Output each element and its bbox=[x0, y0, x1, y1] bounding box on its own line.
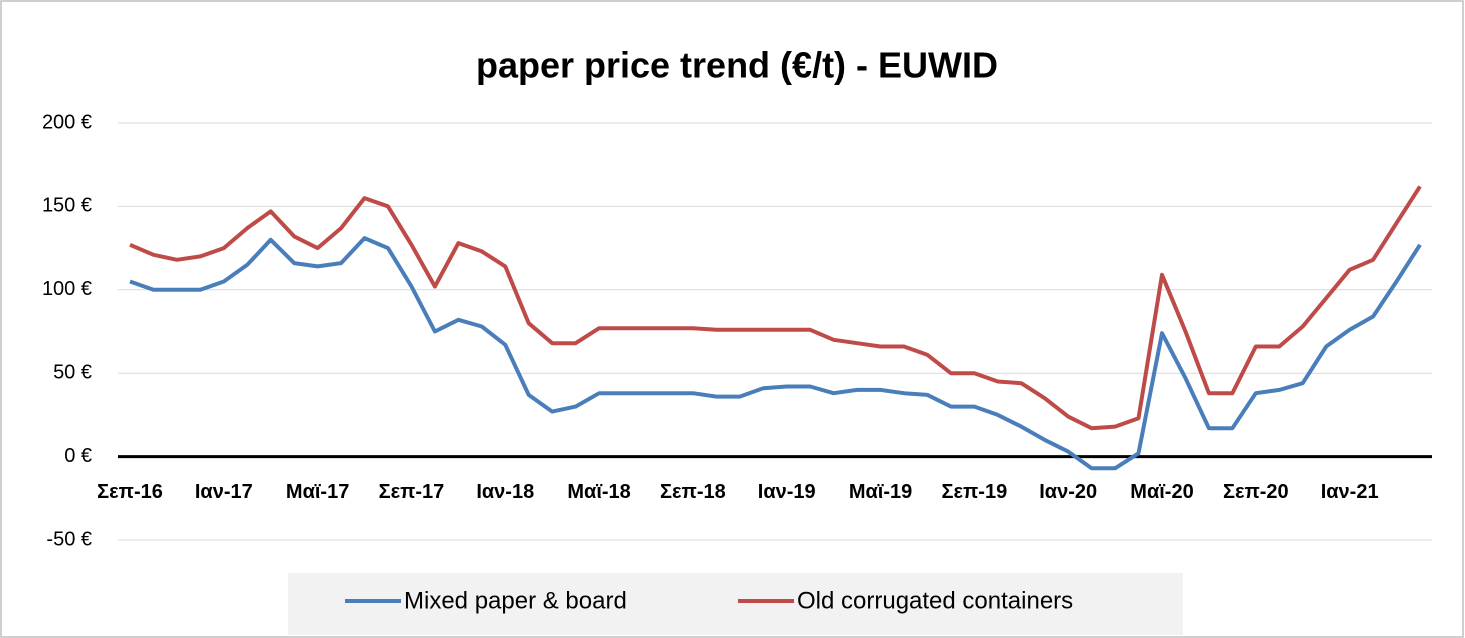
x-tick-label: Σεπ-17 bbox=[379, 481, 445, 503]
y-tick-label: 50 € bbox=[53, 361, 92, 383]
x-tick-label: Ιαν-18 bbox=[476, 481, 534, 503]
series-line bbox=[129, 185, 1422, 431]
x-tick-label: Ιαν-19 bbox=[758, 481, 816, 503]
y-tick-label: 200 € bbox=[42, 111, 92, 133]
x-tick-label: Σεπ-19 bbox=[942, 481, 1008, 503]
y-tick-label: -50 € bbox=[46, 528, 92, 550]
x-tick-label: Σεπ-18 bbox=[660, 481, 726, 503]
legend-box bbox=[288, 573, 1183, 635]
y-tick-label: 100 € bbox=[42, 278, 92, 300]
legend-label: Old corrugated containers bbox=[797, 587, 1073, 614]
x-tick-label: Μαϊ-19 bbox=[849, 481, 912, 503]
x-tick-label: Ιαν-17 bbox=[195, 481, 253, 503]
x-tick-label: Ιαν-20 bbox=[1039, 481, 1097, 503]
x-tick-label: Μαϊ-20 bbox=[1130, 481, 1193, 503]
x-tick-label: Ιαν-21 bbox=[1321, 481, 1379, 503]
legend-label: Mixed paper & board bbox=[404, 587, 627, 614]
y-tick-label: 150 € bbox=[42, 195, 92, 217]
x-tick-label: Μαϊ-17 bbox=[286, 481, 349, 503]
series-line bbox=[129, 236, 1422, 471]
chart-title: paper price trend (€/t) - EUWID bbox=[476, 45, 998, 86]
x-tick-label: Σεπ-16 bbox=[97, 481, 163, 503]
x-tick-label: Σεπ-20 bbox=[1223, 481, 1289, 503]
x-tick-label: Μαϊ-18 bbox=[567, 481, 630, 503]
y-tick-label: 0 € bbox=[64, 445, 92, 467]
